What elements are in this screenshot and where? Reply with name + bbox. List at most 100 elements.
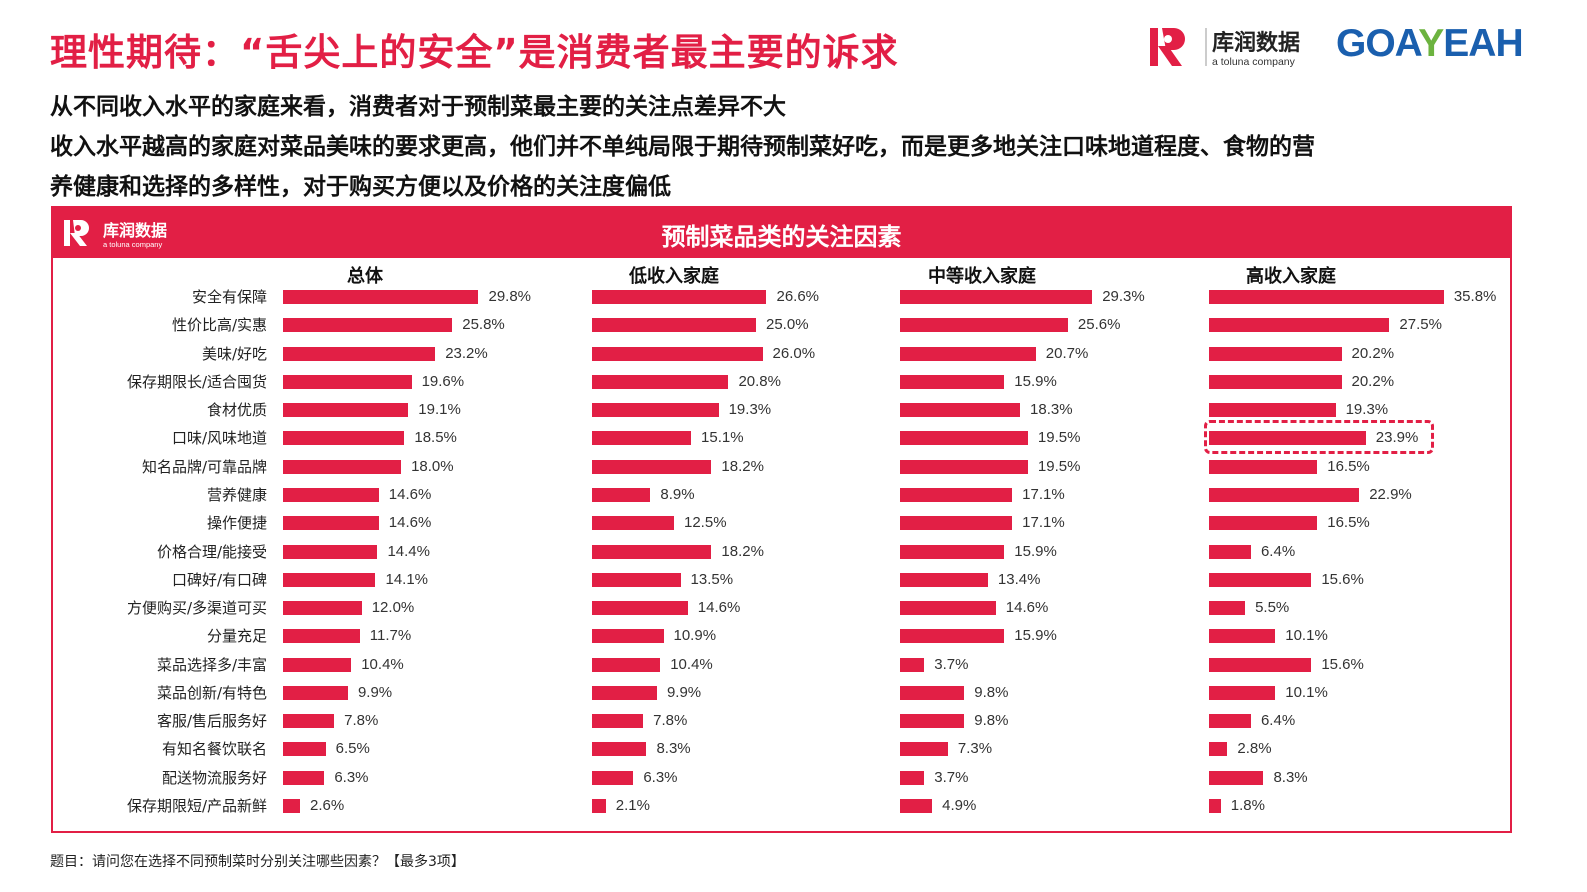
- footnote: 题目：请问您在选择不同预制菜时分别关注哪些因素？【最多3项】: [50, 854, 465, 870]
- bar: [900, 318, 1068, 333]
- bar: [1209, 346, 1342, 361]
- bar: [283, 629, 360, 644]
- data-label: 14.6%: [697, 599, 741, 617]
- bar: [900, 770, 925, 785]
- bar: [1209, 601, 1246, 616]
- category-label: 价格合理/能接受: [156, 542, 267, 561]
- data-label: 16.5%: [1327, 514, 1370, 532]
- bar: [283, 685, 348, 700]
- bar: [283, 657, 352, 672]
- bar: [592, 374, 729, 389]
- data-label: 13.5%: [690, 570, 734, 588]
- data-label: 14.6%: [388, 485, 432, 503]
- data-label: 2.6%: [310, 797, 345, 815]
- data-label: 8.3%: [656, 740, 691, 758]
- data-label: 15.9%: [1014, 627, 1057, 645]
- category-label: 方便购买/多渠道可买: [126, 599, 267, 618]
- bar: [900, 685, 965, 700]
- category-label: 安全有保障: [191, 288, 267, 306]
- bar: [900, 516, 1013, 531]
- bar: [1209, 374, 1342, 389]
- bar: [592, 516, 674, 531]
- bar: [592, 770, 634, 785]
- bar: [283, 374, 412, 389]
- bar: [283, 516, 379, 531]
- bar: [1209, 629, 1276, 644]
- bar: [592, 572, 681, 587]
- bar: [900, 403, 1021, 418]
- data-label: 9.9%: [666, 683, 702, 701]
- data-label: 8.3%: [1273, 768, 1308, 786]
- bar: [592, 685, 657, 700]
- bar: [592, 544, 712, 559]
- data-label: 4.9%: [942, 797, 977, 815]
- bar: [1209, 290, 1444, 304]
- data-label: 19.5%: [1037, 429, 1081, 447]
- category-label: 配送物流服务好: [161, 768, 267, 787]
- bar: [283, 714, 335, 729]
- data-label: 9.8%: [974, 683, 1009, 701]
- data-label: 1.8%: [1230, 797, 1265, 815]
- data-label: 25.8%: [462, 316, 505, 334]
- data-label: 19.6%: [421, 372, 465, 390]
- bar: [592, 487, 651, 502]
- data-label: 15.9%: [1014, 542, 1057, 560]
- data-label: 10.9%: [673, 627, 717, 645]
- category-label: 菜品创新/有特色: [156, 683, 267, 702]
- series-header: 总体: [347, 266, 383, 287]
- bar: [592, 601, 688, 616]
- bar: [283, 572, 376, 587]
- bar: [592, 714, 644, 729]
- bar: [592, 799, 606, 814]
- bar: [283, 318, 453, 333]
- data-label: 20.8%: [738, 372, 781, 390]
- bar: [592, 629, 664, 644]
- bar: [592, 459, 712, 474]
- series-header: 高收入家庭: [1246, 266, 1336, 287]
- panel-header: 库润数据 a toluna company 预制菜品类的关注因素: [53, 208, 1510, 258]
- category-label: 有知名餐饮联名: [161, 740, 267, 759]
- series-header: 中等收入家庭: [928, 266, 1036, 287]
- data-label: 10.4%: [361, 655, 404, 673]
- bar: [900, 601, 996, 616]
- bar: [592, 346, 763, 361]
- data-label: 15.6%: [1321, 655, 1364, 673]
- data-label: 10.1%: [1285, 683, 1328, 701]
- data-label: 10.1%: [1285, 627, 1328, 645]
- data-label: 7.3%: [957, 740, 993, 758]
- bar: [592, 657, 661, 672]
- bar: [283, 799, 301, 814]
- data-label: 22.9%: [1369, 485, 1412, 503]
- category-label: 知名品牌/可靠品牌: [141, 457, 267, 476]
- data-label: 2.1%: [615, 797, 650, 815]
- bar: [283, 290, 479, 304]
- bar: [900, 742, 948, 757]
- data-label: 9.8%: [974, 712, 1009, 730]
- data-label: 5.5%: [1255, 599, 1290, 617]
- data-label: 14.1%: [385, 570, 429, 588]
- data-label: 20.2%: [1351, 372, 1395, 390]
- kurun-logo-white: 库润数据 a toluna company: [64, 220, 167, 249]
- bar: [1209, 742, 1228, 757]
- chart-title: 预制菜品类的关注因素: [661, 223, 902, 251]
- category-label: 客服/售后服务好: [156, 712, 267, 731]
- bar: [900, 572, 988, 587]
- data-label: 14.6%: [388, 514, 432, 532]
- bar: [1209, 657, 1312, 672]
- category-label: 食材优质: [206, 401, 267, 420]
- data-label: 19.3%: [728, 401, 772, 419]
- bar: [1209, 487, 1360, 502]
- category-label: 保存期限短/产品新鲜: [126, 797, 267, 816]
- data-label: 6.3%: [643, 768, 678, 786]
- data-label: 6.4%: [1260, 712, 1296, 730]
- bar: [1209, 544, 1251, 559]
- category-label: 菜品选择多/丰富: [156, 655, 267, 674]
- bar: [1209, 516, 1318, 531]
- data-label: 3.7%: [934, 768, 969, 786]
- subtitle-line-3: 养健康和选择的多样性，对于购买方便以及价格的关注度偏低: [50, 174, 671, 200]
- bar: [900, 346, 1036, 361]
- bar: [592, 742, 647, 757]
- data-label: 6.5%: [335, 740, 370, 758]
- bar: [900, 374, 1005, 389]
- data-label: 23.9%: [1375, 429, 1419, 447]
